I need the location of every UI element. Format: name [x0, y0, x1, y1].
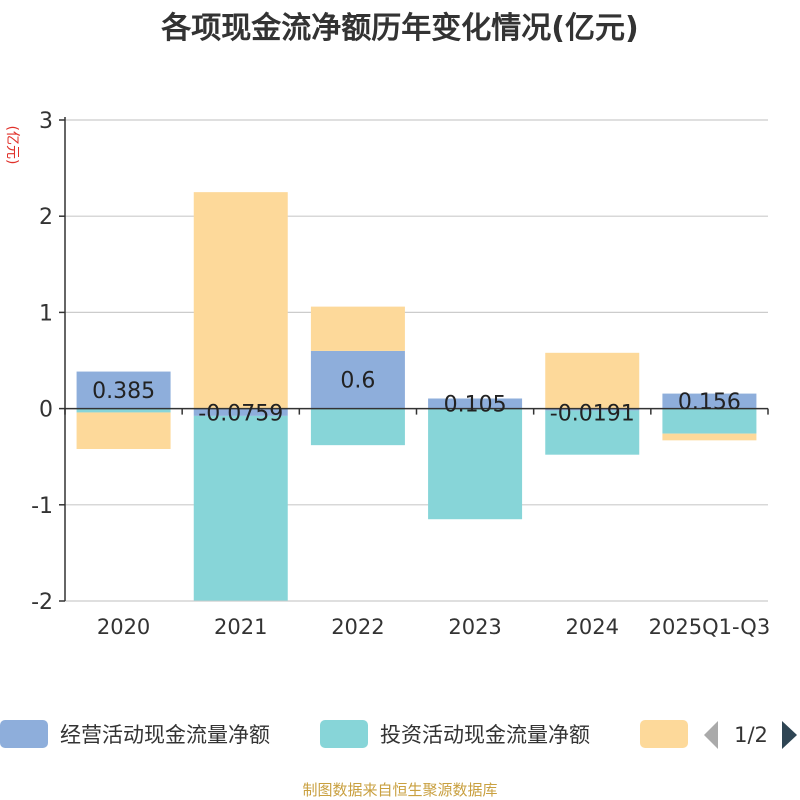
bar-series-3-2021[interactable]: [193, 192, 288, 409]
bar-series-1-2020[interactable]: [76, 371, 171, 409]
data-labels: 0.385 -0.0759 0.6 0.105 -0.0191 0.156: [92, 369, 741, 427]
bar-series-2-2024[interactable]: [545, 410, 640, 455]
y-tick-label: 1: [39, 301, 53, 326]
prev-page-icon[interactable]: [704, 721, 718, 749]
bar-series-3-2020[interactable]: [76, 412, 171, 450]
data-label: 0.385: [92, 379, 155, 404]
bar-series-1-2024[interactable]: [545, 408, 640, 411]
bar-series-1-2025Q1-Q3[interactable]: [662, 393, 757, 409]
legend-pager[interactable]: 1/2: [704, 721, 797, 749]
source-note: 制图数据来自恒生聚源数据库: [302, 781, 497, 799]
x-tick-label: 2020: [97, 615, 150, 639]
data-label: 0.156: [678, 390, 741, 415]
bar-series-1-2021[interactable]: [193, 408, 288, 416]
bar-series-2-2022[interactable]: [310, 408, 405, 446]
x-tick-label: 2024: [566, 615, 619, 639]
y-tick-label: 0: [39, 398, 53, 423]
x-tick-label: 2023: [448, 615, 501, 639]
bar-series-2-2021[interactable]: [193, 415, 288, 601]
data-label: 0.105: [444, 393, 507, 418]
legend-swatch[interactable]: [640, 720, 688, 748]
bar-series-1-2023[interactable]: [428, 398, 523, 409]
y-tick-label: 2: [39, 205, 53, 230]
legend-swatch[interactable]: [0, 720, 48, 748]
bar-series-3-2025Q1-Q3[interactable]: [662, 433, 757, 441]
legend[interactable]: 经营活动现金流量净额 投资活动现金流量净额: [0, 720, 688, 748]
bar-series-2-2025Q1-Q3[interactable]: [662, 408, 757, 434]
next-page-icon[interactable]: [782, 721, 797, 749]
axes: -2 -1 0 1 2 3 2020 2021 2022 2023 2024 2025Q1-Q3: [31, 109, 770, 639]
legend-page-indicator: 1/2: [734, 723, 768, 747]
chart-title: 各项现金流净额历年变化情况(亿元): [160, 11, 638, 46]
bar-series-2-2020[interactable]: [76, 408, 171, 413]
data-label: -0.0191: [550, 402, 635, 427]
x-tick-label: 2022: [331, 615, 384, 639]
y-axis-unit: (亿元): [4, 126, 20, 165]
legend-label[interactable]: 投资活动现金流量净额: [380, 723, 590, 747]
data-label: -0.0759: [198, 402, 283, 427]
y-tick-label: -1: [31, 494, 53, 519]
bar-series-3-2022[interactable]: [310, 306, 405, 351]
bar-series-1-2022[interactable]: [310, 350, 405, 409]
gridlines: [65, 119, 768, 602]
y-tick-label: 3: [39, 109, 53, 134]
x-tick-label: 2021: [214, 615, 267, 639]
y-tick-label: -2: [31, 590, 53, 615]
bar-series-2-2023[interactable]: [428, 408, 523, 520]
data-label: 0.6: [340, 369, 375, 394]
legend-swatch[interactable]: [320, 720, 368, 748]
bar-series-3-2024[interactable]: [545, 352, 640, 409]
bars: [76, 192, 757, 601]
legend-label[interactable]: 经营活动现金流量净额: [60, 723, 270, 747]
x-tick-label: 2025Q1-Q3: [649, 615, 771, 639]
